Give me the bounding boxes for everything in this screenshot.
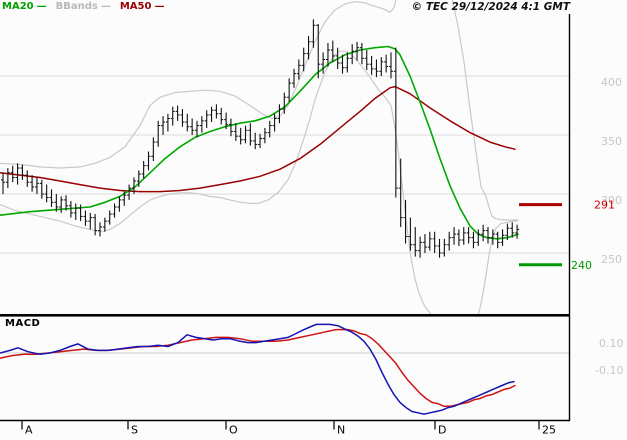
price-axis-label: 300 xyxy=(601,194,622,207)
copyright-notice: © TEC 29/12/2024 4:1 GMT xyxy=(411,1,570,13)
macd-axis-label: -0.10 xyxy=(595,364,623,377)
x-axis-label: O xyxy=(229,424,238,437)
legend-bbands-swatch: — xyxy=(100,1,111,12)
x-axis-label: D xyxy=(438,424,446,437)
bb-upper-line xyxy=(0,0,397,169)
bb-upper-line xyxy=(451,0,519,221)
price-panel xyxy=(0,0,569,314)
legend-ma20-swatch: — xyxy=(36,1,47,12)
price-axis-label: 400 xyxy=(601,76,622,89)
legend-ma20-label: MA20 xyxy=(2,1,34,12)
legend-item-ma50: MA50 — xyxy=(120,1,165,13)
level-label-240: 240 xyxy=(571,259,592,272)
legend-ma50-label: MA50 xyxy=(119,1,152,12)
price-axis-label: 250 xyxy=(601,253,622,266)
x-axis-label: S xyxy=(131,424,138,437)
ma20-line xyxy=(0,45,519,240)
ma50-line xyxy=(0,85,516,193)
legend-ma50-swatch: — xyxy=(154,1,165,12)
candlestick-series xyxy=(1,19,520,258)
bb-lower-line xyxy=(0,50,518,314)
level-label-291: 291 xyxy=(594,199,615,212)
x-axis-label: 25 xyxy=(542,424,556,437)
legend-item-bbands: BBands — xyxy=(56,1,111,13)
chart-legend: MA20 — BBands — MA50 — xyxy=(2,1,164,13)
legend-bbands-label: BBands xyxy=(55,1,98,12)
macd-panel-title: MACD xyxy=(5,318,41,329)
legend-item-ma20: MA20 — xyxy=(2,1,47,13)
x-axis-label: N xyxy=(337,424,345,437)
x-axis-label: A xyxy=(25,424,33,437)
macd-panel-top-border xyxy=(0,314,570,317)
macd-line xyxy=(0,323,515,415)
macd-axis-label: 0.10 xyxy=(599,337,624,350)
price-axis-label: 350 xyxy=(601,135,622,148)
macd-signal-line xyxy=(0,328,516,408)
